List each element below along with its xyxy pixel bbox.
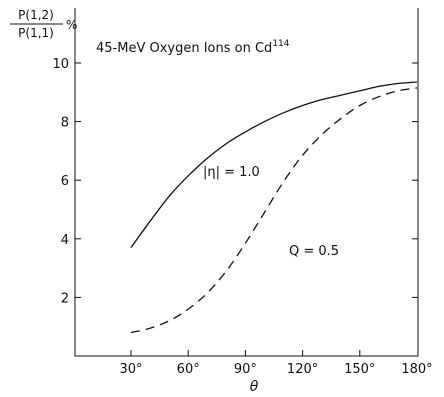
y-label-numerator: P(1,2) [18, 8, 54, 22]
data-curves [130, 81, 418, 334]
x-tick-label: 150° [344, 362, 375, 377]
chart-title: 45-MeV Oxygen Ions on Cd114 [96, 39, 290, 56]
plot-frame [74, 8, 419, 357]
chart-title-superscript: 114 [272, 39, 289, 49]
series-label-q: Q = 0.5 [289, 244, 339, 259]
series-line-eta [130, 81, 418, 248]
y-tick-label: 10 [52, 57, 69, 72]
x-tick-label: 60° [177, 362, 200, 377]
series-label-eta: |η| = 1.0 [203, 165, 260, 180]
x-axis-label: θ [250, 379, 259, 395]
x-tick-label: 90° [234, 362, 257, 377]
y-tick-label: 6 [61, 174, 69, 189]
y-tick-label: 2 [61, 291, 69, 306]
y-tick-label: 4 [61, 233, 69, 248]
x-tick-label: 120° [287, 362, 318, 377]
x-axis-ticks: 30° 60° 90° 120° 150° 180° [119, 350, 433, 377]
y-axis-ticks: 2 4 6 8 10 [52, 57, 418, 306]
series-line-q [130, 87, 418, 334]
y-label-unit: % [66, 18, 77, 32]
x-tick-label: 180° [401, 362, 432, 377]
y-tick-label: 8 [61, 116, 69, 131]
x-tick-label: 30° [119, 362, 142, 377]
y-label-denominator: P(1,1) [18, 26, 54, 40]
y-axis-label: P(1,2) P(1,1) % [10, 8, 77, 40]
